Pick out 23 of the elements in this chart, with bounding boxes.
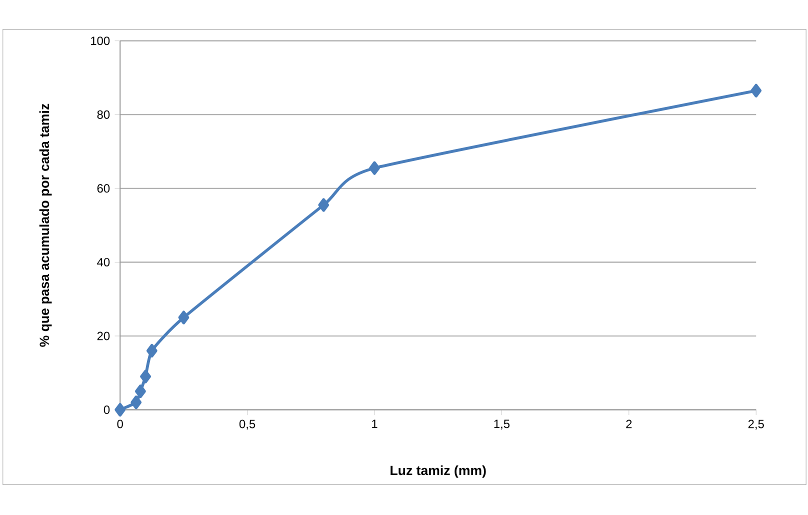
point <box>750 84 762 98</box>
x-tick-label: 1 <box>372 420 378 428</box>
x-tick-label: 0 <box>117 420 123 428</box>
point <box>369 161 380 175</box>
y-axis-title: % que pasa acumulado por cada tamiz <box>39 104 52 347</box>
y-tick-label: 0 <box>104 405 110 414</box>
point <box>130 395 142 409</box>
x-tick-label: 1,5 <box>494 420 510 430</box>
x-axis-title: Luz tamiz (mm) <box>390 465 486 478</box>
point <box>178 310 190 324</box>
x-tick-label: 2 <box>626 420 632 428</box>
y-tick-label: 20 <box>97 332 110 340</box>
point <box>146 344 158 358</box>
point <box>114 402 126 416</box>
point <box>135 384 146 398</box>
x-tick-label: 0,5 <box>239 420 256 430</box>
point <box>318 198 330 212</box>
x-tick-label: 2,5 <box>748 420 764 430</box>
y-tick-label: 60 <box>97 184 110 192</box>
y-tick-label: 40 <box>97 258 110 266</box>
y-tick-label: 80 <box>97 110 110 119</box>
y-tick-label: 100 <box>91 36 110 45</box>
point <box>140 370 151 384</box>
